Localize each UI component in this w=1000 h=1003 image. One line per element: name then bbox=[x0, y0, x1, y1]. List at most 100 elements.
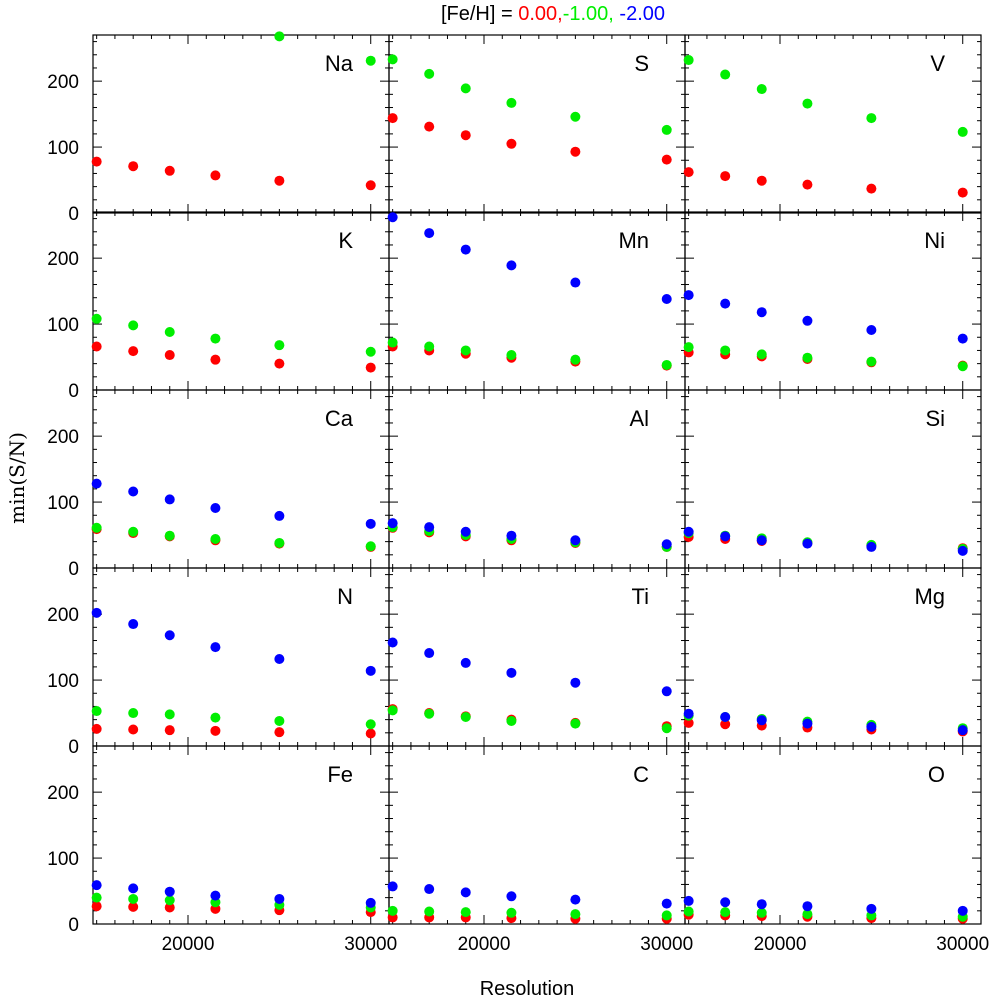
data-point bbox=[164, 165, 175, 176]
data-point bbox=[866, 113, 877, 124]
panel-na: 0 100 200 Na bbox=[47, 31, 390, 225]
data-point bbox=[570, 111, 581, 122]
data-point bbox=[424, 648, 435, 659]
y-tick-label: 0 bbox=[68, 737, 79, 758]
data-point bbox=[802, 901, 813, 912]
data-point bbox=[720, 69, 731, 80]
data-point bbox=[387, 212, 398, 223]
data-point bbox=[802, 98, 813, 109]
data-point bbox=[720, 907, 731, 918]
panel-c: 20000 30000 C bbox=[387, 745, 693, 955]
panel-ti: Ti bbox=[387, 567, 686, 747]
data-point bbox=[210, 333, 221, 344]
data-point bbox=[365, 518, 376, 529]
data-point bbox=[164, 902, 175, 913]
data-point bbox=[91, 313, 102, 324]
data-point bbox=[720, 531, 731, 542]
data-point bbox=[460, 907, 471, 918]
panel-s: S bbox=[387, 34, 686, 214]
data-point bbox=[683, 526, 694, 537]
data-point bbox=[91, 880, 102, 891]
data-point bbox=[128, 486, 139, 497]
data-point bbox=[506, 97, 517, 108]
data-point bbox=[365, 55, 376, 66]
data-point bbox=[661, 686, 672, 697]
data-point bbox=[210, 725, 221, 736]
data-point bbox=[91, 706, 102, 717]
data-point bbox=[128, 708, 139, 719]
panel-label-c: C bbox=[633, 762, 649, 787]
data-point bbox=[387, 337, 398, 348]
data-point bbox=[570, 535, 581, 546]
panel-fe: 0 100 200 20000 30000 Fe bbox=[47, 745, 397, 955]
data-point bbox=[424, 522, 435, 533]
panel-mn: Mn bbox=[387, 211, 686, 391]
data-point bbox=[506, 350, 517, 361]
data-point bbox=[802, 315, 813, 326]
panel-v: V bbox=[683, 34, 982, 214]
data-point bbox=[387, 705, 398, 716]
data-point bbox=[387, 518, 398, 529]
title-prefix: [Fe/H] = bbox=[441, 3, 518, 25]
data-point bbox=[683, 708, 694, 719]
data-point bbox=[570, 677, 581, 688]
y-tick-label: 0 bbox=[68, 559, 79, 580]
panel-k: 0 100 200 K bbox=[47, 211, 390, 402]
data-point bbox=[720, 345, 731, 356]
data-point bbox=[164, 886, 175, 897]
data-point bbox=[957, 187, 968, 198]
panel-frame bbox=[684, 34, 982, 214]
data-point bbox=[506, 907, 517, 918]
data-point bbox=[164, 350, 175, 361]
data-point bbox=[91, 341, 102, 352]
data-point bbox=[365, 180, 376, 191]
data-point bbox=[957, 725, 968, 736]
panel-frame bbox=[684, 745, 982, 925]
data-point bbox=[661, 910, 672, 921]
data-point bbox=[387, 637, 398, 648]
y-tick-label: 100 bbox=[47, 671, 79, 692]
data-point bbox=[661, 154, 672, 165]
panel-label-k: K bbox=[338, 228, 353, 253]
panel-o: 20000 30000 O bbox=[683, 745, 989, 955]
y-tick-label: 100 bbox=[47, 493, 79, 514]
data-point bbox=[274, 537, 285, 548]
data-point bbox=[506, 667, 517, 678]
panel-label-v: V bbox=[930, 51, 945, 76]
panel-label-ti: Ti bbox=[631, 584, 649, 609]
data-point bbox=[802, 909, 813, 920]
data-point bbox=[460, 526, 471, 537]
x-tick-label: 30000 bbox=[936, 934, 989, 955]
data-point bbox=[91, 522, 102, 533]
panel-mg: Mg bbox=[683, 567, 982, 747]
data-point bbox=[957, 333, 968, 344]
data-point bbox=[957, 361, 968, 372]
data-point bbox=[274, 715, 285, 726]
data-point bbox=[128, 346, 139, 357]
data-point bbox=[570, 909, 581, 920]
data-point bbox=[365, 665, 376, 676]
data-point bbox=[720, 171, 731, 182]
panel-n: 0 100 200 N bbox=[47, 567, 390, 758]
data-point bbox=[164, 530, 175, 541]
panel-label-o: O bbox=[928, 762, 945, 787]
data-point bbox=[128, 526, 139, 537]
data-point bbox=[720, 298, 731, 309]
data-point bbox=[274, 727, 285, 738]
data-point bbox=[756, 84, 767, 95]
panel-ni: Ni bbox=[683, 211, 982, 391]
y-tick-label: 100 bbox=[47, 849, 79, 870]
panel-label-fe: Fe bbox=[327, 762, 353, 787]
data-point bbox=[365, 541, 376, 552]
data-point bbox=[274, 340, 285, 351]
data-point bbox=[274, 653, 285, 664]
data-point bbox=[365, 728, 376, 739]
data-point bbox=[387, 113, 398, 124]
data-point bbox=[210, 890, 221, 901]
data-point bbox=[274, 31, 285, 42]
data-point bbox=[506, 530, 517, 541]
data-point bbox=[957, 545, 968, 556]
data-point bbox=[683, 906, 694, 917]
data-point bbox=[802, 538, 813, 549]
data-point bbox=[756, 349, 767, 360]
